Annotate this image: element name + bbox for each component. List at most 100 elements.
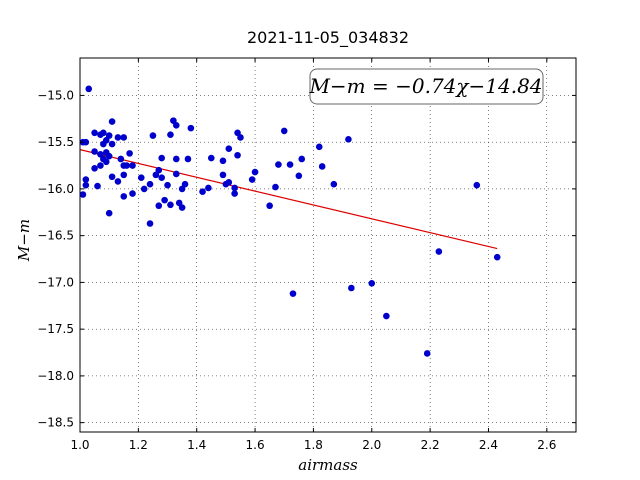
data-point (178, 204, 186, 211)
data-point (120, 134, 128, 141)
annotation-text: M−m = −0.74χ−14.84 (308, 74, 542, 98)
annotation-box (309, 68, 544, 105)
data-point (207, 154, 215, 162)
y-tick-label: −17.0 (37, 275, 74, 289)
data-point (225, 179, 233, 186)
data-point (108, 173, 116, 181)
data-point (114, 134, 122, 141)
x-tick-label: 1.6 (246, 438, 265, 452)
data-point (108, 118, 116, 125)
x-tick-label: 1.0 (70, 438, 89, 452)
x-tick-label: 2.6 (537, 438, 556, 452)
data-point (298, 155, 306, 163)
data-point (164, 181, 171, 189)
data-point (167, 131, 174, 138)
equation-annotation: M−m = −0.74χ−14.84 (308, 68, 544, 105)
data-point (348, 284, 355, 292)
data-point (120, 171, 128, 179)
data-point (146, 220, 154, 227)
data-point (102, 158, 110, 166)
data-point (272, 183, 279, 191)
data-point (231, 184, 238, 192)
data-point (167, 201, 174, 209)
data-point (295, 172, 303, 180)
data-point (120, 193, 128, 200)
data-point (117, 155, 125, 163)
chart-title: 2021-11-05_034832 (247, 28, 409, 48)
data-point (493, 253, 501, 261)
data-point (105, 152, 113, 160)
data-point (82, 181, 90, 189)
data-point (280, 127, 288, 135)
data-point (172, 170, 180, 178)
y-tick-label: −17.5 (37, 322, 74, 336)
data-point (187, 124, 195, 132)
data-point (82, 138, 90, 146)
data-point (91, 165, 98, 172)
data-point (368, 280, 376, 287)
axis-ticks: 1.0 1.2 1.4 1.6 1.8 2.0 2.2 2.4 2.6 −15.0 −15.5 −16… (37, 58, 576, 452)
data-point (199, 188, 206, 196)
data-point (315, 143, 323, 151)
data-point (423, 350, 431, 357)
x-tick-label: 2.4 (479, 438, 498, 452)
x-tick-label: 1.8 (304, 438, 323, 452)
fit-line-layer (79, 149, 498, 250)
y-tick-label: −16.0 (37, 182, 74, 196)
data-point (251, 168, 259, 176)
data-point (158, 174, 165, 181)
data-points (79, 85, 501, 357)
data-point (100, 129, 107, 137)
data-point (383, 312, 390, 320)
y-tick-label: −18.0 (37, 369, 74, 383)
data-point (129, 162, 136, 169)
plot-frame (79, 57, 577, 433)
x-tick-label: 2.0 (362, 438, 381, 452)
data-point (91, 148, 98, 155)
data-point (435, 248, 443, 255)
data-point (155, 166, 163, 174)
data-point (237, 134, 244, 141)
data-point (330, 180, 338, 188)
data-point (161, 196, 168, 204)
data-point (473, 181, 481, 189)
data-point (275, 161, 282, 168)
y-axis-label: M−m (15, 219, 33, 262)
data-point (105, 132, 113, 139)
data-point (114, 178, 122, 185)
data-point (289, 290, 297, 297)
fit-line (79, 149, 498, 250)
data-point (149, 132, 157, 139)
x-tick-label: 1.4 (187, 438, 206, 452)
y-tick-label: −16.5 (37, 229, 74, 243)
y-tick-label: −15.0 (37, 88, 74, 102)
x-axis-label: airmass (298, 456, 358, 474)
y-tick-label: −18.5 (37, 416, 74, 430)
data-point (91, 129, 98, 137)
data-point (205, 184, 212, 192)
data-point (248, 176, 256, 183)
data-point (158, 154, 165, 162)
y-tick-label: −15.5 (37, 135, 74, 149)
data-point (137, 174, 145, 181)
data-point (184, 155, 192, 163)
data-point (105, 209, 113, 217)
data-point (181, 180, 189, 188)
data-point (266, 202, 273, 210)
data-point (94, 182, 101, 190)
data-point (155, 202, 163, 210)
data-point (345, 136, 352, 143)
data-point (234, 151, 241, 159)
data-point (140, 185, 148, 193)
data-point (146, 180, 154, 188)
data-point (225, 145, 233, 152)
data-point (219, 171, 227, 179)
data-point (85, 85, 93, 93)
data-point (318, 163, 326, 170)
x-tick-label: 2.2 (421, 438, 440, 452)
x-tick-label: 1.2 (129, 438, 148, 452)
data-point (172, 155, 180, 163)
data-point (108, 140, 116, 148)
data-point (97, 162, 104, 169)
